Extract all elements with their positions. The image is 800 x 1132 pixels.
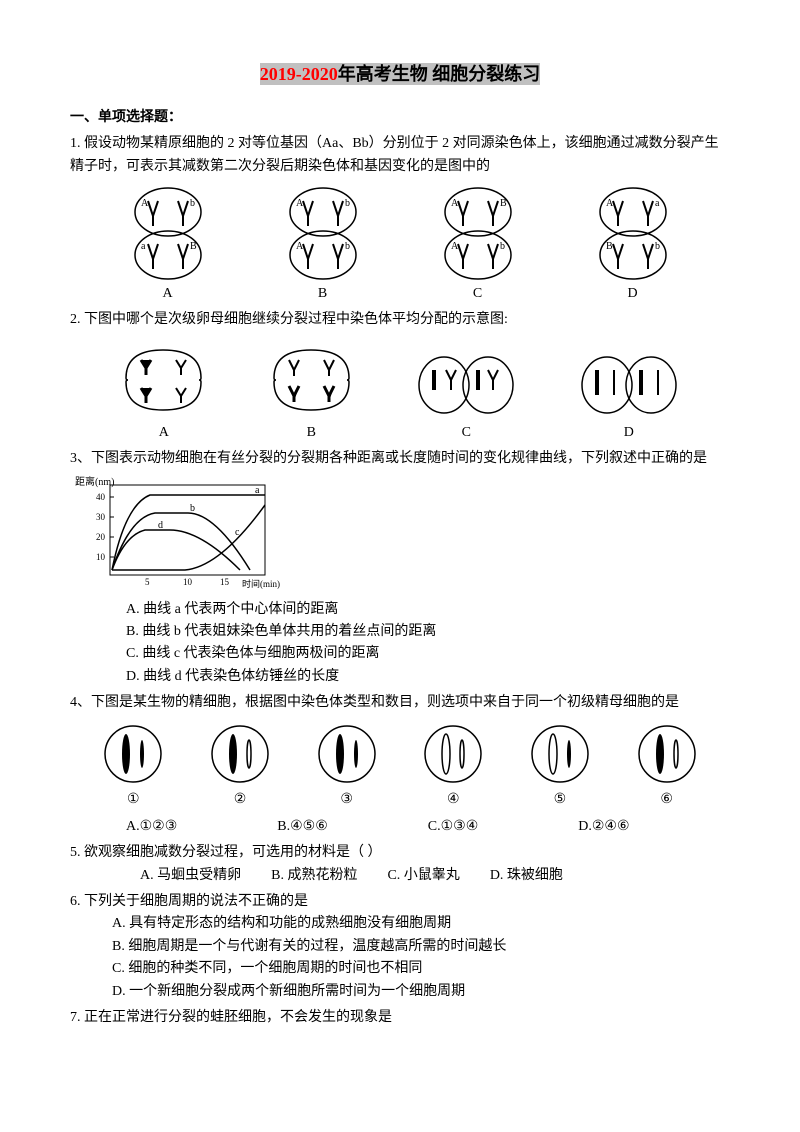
- svg-text:20: 20: [96, 532, 106, 542]
- q4-opt-b: B.④⑤⑥: [277, 816, 328, 838]
- q2-label-c: C: [416, 422, 516, 444]
- q2-label-d: D: [579, 422, 679, 444]
- svg-text:10: 10: [96, 552, 106, 562]
- q4-dia-2: ②: [205, 722, 275, 811]
- svg-text:b: b: [190, 198, 195, 209]
- q6-text: 6. 下列关于细胞周期的说法不正确的是: [70, 891, 730, 913]
- q4-opt-a: A.①②③: [126, 816, 177, 838]
- q5-opt-a: A. 马蛔虫受精卵: [140, 865, 241, 887]
- svg-text:d: d: [158, 520, 163, 531]
- q4-options: A.①②③ B.④⑤⑥ C.①③④ D.②④⑥: [70, 816, 730, 838]
- question-3: 3、下图表示动物细胞在有丝分裂的分裂期各种距离或长度随时间的变化规律曲线，下列叙…: [70, 448, 730, 688]
- svg-text:A: A: [141, 198, 149, 209]
- q6-opt-d: D. 一个新细胞分裂成两个新细胞所需时间为一个细胞周期: [112, 981, 730, 1003]
- q1-label-a: A: [123, 283, 213, 305]
- q2-dia-a: A: [121, 340, 206, 444]
- question-4: 4、下图是某生物的精细胞，根据图中染色体类型和数目，则选项中来自于同一个初级精母…: [70, 692, 730, 838]
- q6-opt-a: A. 具有特定形态的结构和功能的成熟细胞没有细胞周期: [112, 913, 730, 935]
- q4-label-5: ⑤: [525, 789, 595, 811]
- q4-label-4: ④: [418, 789, 488, 811]
- svg-text:b: b: [500, 241, 505, 252]
- svg-text:A: A: [296, 241, 304, 252]
- q4-label-3: ③: [312, 789, 382, 811]
- svg-text:a: a: [655, 198, 660, 209]
- title-rest: 年高考生物 细胞分裂练习: [338, 63, 541, 85]
- q2-dia-c: C: [416, 350, 516, 444]
- q4-opt-d: D.②④⑥: [578, 816, 629, 838]
- svg-text:a: a: [255, 485, 260, 496]
- q1-dia-a: A b a B A: [123, 186, 213, 305]
- q4-text: 4、下图是某生物的精细胞，根据图中染色体类型和数目，则选项中来自于同一个初级精母…: [70, 692, 730, 714]
- q4-diagrams: ① ② ③ ④ ⑤ ⑥: [70, 722, 730, 811]
- q5-opt-d: D. 珠被细胞: [490, 865, 563, 887]
- title-year: 2019-2020: [260, 63, 338, 85]
- q3-opt-a: A. 曲线 a 代表两个中心体间的距离: [126, 599, 730, 621]
- question-1: 1. 假设动物某精原细胞的 2 对等位基因（Aa、Bb）分别位于 2 对同源染色…: [70, 133, 730, 305]
- q1-diagrams: A b a B A A b A b B: [70, 186, 730, 305]
- svg-text:B: B: [606, 241, 613, 252]
- question-2: 2. 下图中哪个是次级卵母细胞继续分裂过程中染色体平均分配的示意图: A B: [70, 309, 730, 444]
- q4-label-6: ⑥: [632, 789, 702, 811]
- svg-text:B: B: [500, 198, 507, 209]
- q2-dia-b: B: [269, 340, 354, 444]
- q1-dia-b: A b A b B: [278, 186, 368, 305]
- svg-text:B: B: [190, 241, 197, 252]
- q4-dia-4: ④: [418, 722, 488, 811]
- svg-text:10: 10: [183, 577, 193, 587]
- q4-label-1: ①: [98, 789, 168, 811]
- svg-text:15: 15: [220, 577, 230, 587]
- q1-dia-d: A a B b D: [588, 186, 678, 305]
- q7-text: 7. 正在正常进行分裂的蛙胚细胞，不会发生的现象是: [70, 1007, 730, 1029]
- question-5: 5. 欲观察细胞减数分裂过程，可选用的材料是（ ） A. 马蛔虫受精卵 B. 成…: [70, 842, 730, 887]
- svg-text:b: b: [345, 241, 350, 252]
- svg-text:b: b: [655, 241, 660, 252]
- q2-diagrams: A B C: [70, 340, 730, 444]
- svg-text:a: a: [141, 241, 146, 252]
- q5-text: 5. 欲观察细胞减数分裂过程，可选用的材料是（ ）: [70, 842, 730, 864]
- q1-label-c: C: [433, 283, 523, 305]
- q5-options: A. 马蛔虫受精卵 B. 成熟花粉粒 C. 小鼠睾丸 D. 珠被细胞: [70, 865, 730, 887]
- svg-text:40: 40: [96, 492, 106, 502]
- svg-text:b: b: [190, 503, 195, 514]
- svg-text:A: A: [606, 198, 614, 209]
- svg-text:A: A: [296, 198, 304, 209]
- q3-opt-c: C. 曲线 c 代表染色体与细胞两极间的距离: [126, 643, 730, 665]
- q3-text: 3、下图表示动物细胞在有丝分裂的分裂期各种距离或长度随时间的变化规律曲线，下列叙…: [70, 448, 730, 470]
- q4-dia-3: ③: [312, 722, 382, 811]
- q1-label-d: D: [588, 283, 678, 305]
- q2-label-a: A: [121, 422, 206, 444]
- q2-dia-d: D: [579, 350, 679, 444]
- q5-opt-b: B. 成熟花粉粒: [271, 865, 357, 887]
- svg-text:b: b: [345, 198, 350, 209]
- svg-text:30: 30: [96, 512, 106, 522]
- svg-text:距离(nm): 距离(nm): [75, 475, 114, 488]
- q2-label-b: B: [269, 422, 354, 444]
- q1-text: 1. 假设动物某精原细胞的 2 对等位基因（Aa、Bb）分别位于 2 对同源染色…: [70, 133, 730, 178]
- q4-dia-5: ⑤: [525, 722, 595, 811]
- section-header: 一、单项选择题：: [70, 107, 730, 129]
- q1-label-b: B: [278, 283, 368, 305]
- q4-dia-1: ①: [98, 722, 168, 811]
- q6-opt-b: B. 细胞周期是一个与代谢有关的过程，温度越高所需的时间越长: [112, 936, 730, 958]
- q1-dia-c: A B A b C: [433, 186, 523, 305]
- question-7: 7. 正在正常进行分裂的蛙胚细胞，不会发生的现象是: [70, 1007, 730, 1029]
- q4-label-2: ②: [205, 789, 275, 811]
- q4-dia-6: ⑥: [632, 722, 702, 811]
- svg-text:A: A: [451, 198, 459, 209]
- q2-text: 2. 下图中哪个是次级卵母细胞继续分裂过程中染色体平均分配的示意图:: [70, 309, 730, 331]
- svg-text:c: c: [235, 527, 240, 538]
- q5-opt-c: C. 小鼠睾丸: [387, 865, 459, 887]
- q4-opt-c: C.①③④: [428, 816, 479, 838]
- svg-text:A: A: [451, 241, 459, 252]
- q3-chart: 距离(nm) 40 30 20 10 5 10 15 时间(min) a b d…: [70, 475, 730, 595]
- q3-options: A. 曲线 a 代表两个中心体间的距离 B. 曲线 b 代表姐妹染色单体共用的着…: [70, 599, 730, 689]
- page-title: 2019-2020年高考生物 细胞分裂练习: [70, 60, 730, 89]
- svg-text:5: 5: [145, 577, 150, 587]
- q3-opt-d: D. 曲线 d 代表染色体纺锤丝的长度: [126, 666, 730, 688]
- question-6: 6. 下列关于细胞周期的说法不正确的是 A. 具有特定形态的结构和功能的成熟细胞…: [70, 891, 730, 1003]
- q6-options: A. 具有特定形态的结构和功能的成熟细胞没有细胞周期 B. 细胞周期是一个与代谢…: [70, 913, 730, 1003]
- q3-opt-b: B. 曲线 b 代表姐妹染色单体共用的着丝点间的距离: [126, 621, 730, 643]
- svg-text:时间(min): 时间(min): [242, 578, 280, 589]
- q6-opt-c: C. 细胞的种类不同，一个细胞周期的时间也不相同: [112, 958, 730, 980]
